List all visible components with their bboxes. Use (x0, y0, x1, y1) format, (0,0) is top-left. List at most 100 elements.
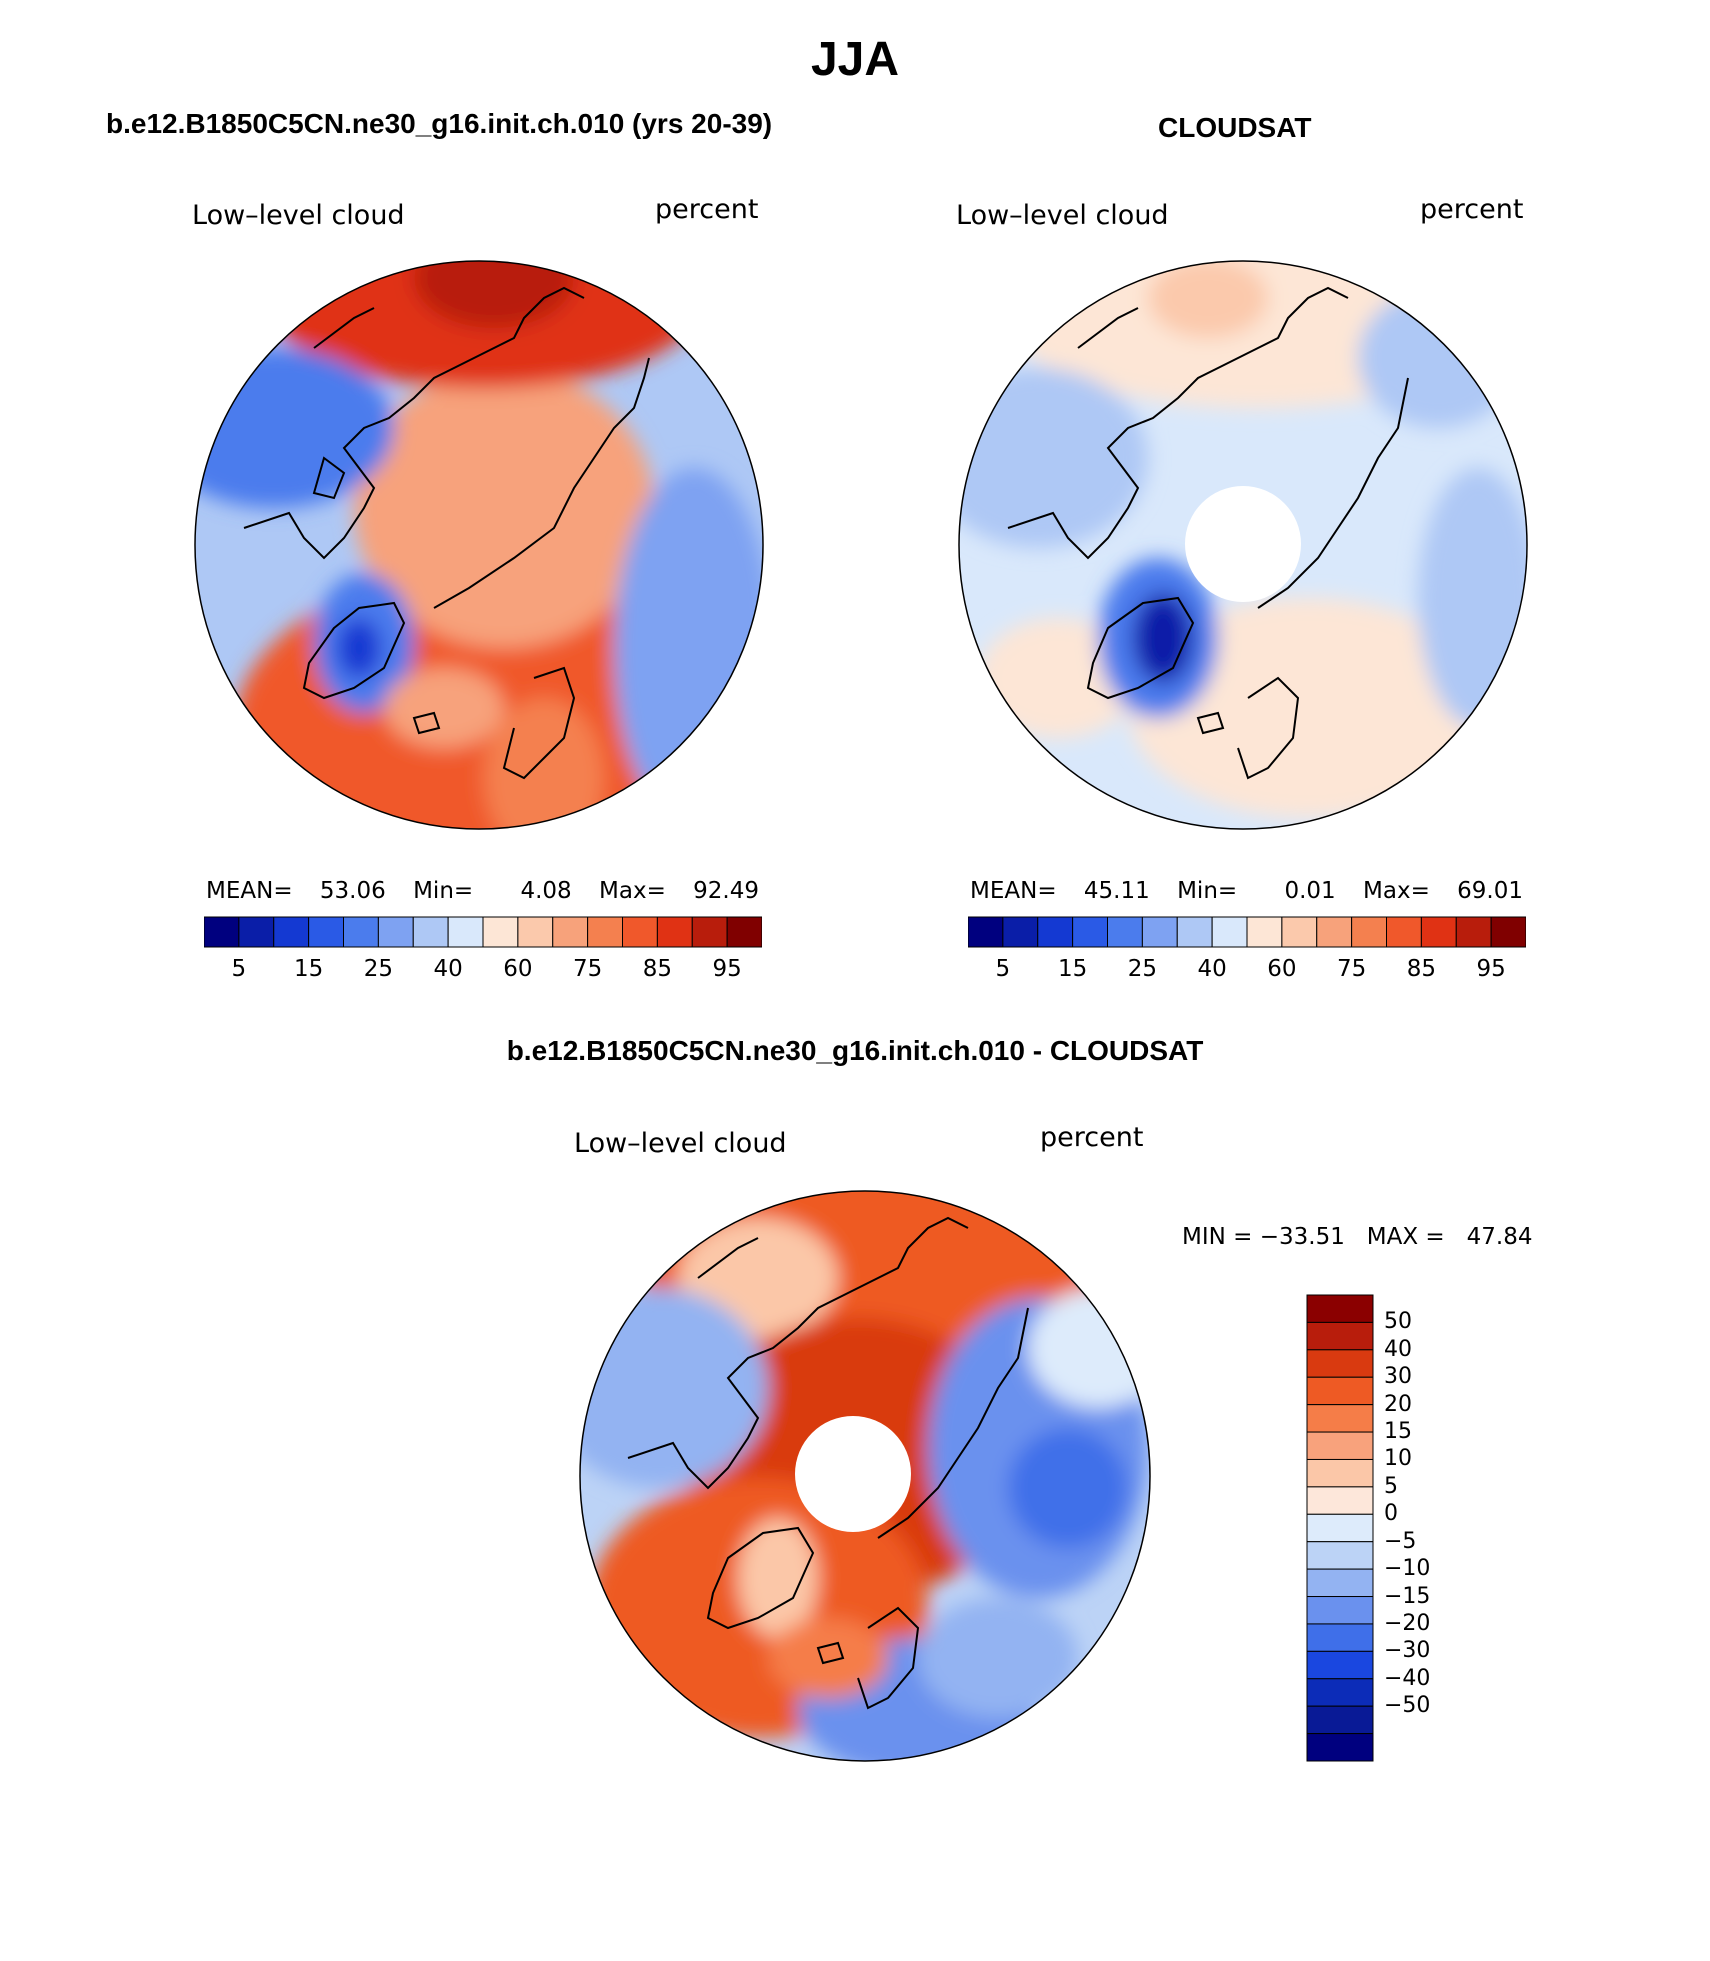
colorbar-swatch (1306, 1376, 1374, 1406)
colorbar-swatch (273, 916, 310, 948)
colorbar-tick-label: 25 (1127, 956, 1158, 982)
panel-cloudsat-colorbar (968, 916, 1526, 948)
colorbar-swatch (1037, 916, 1074, 948)
colorbar-tick-label: 20 (1384, 1391, 1412, 1417)
colorbar-tick-label: 40 (1197, 956, 1227, 982)
colorbar-swatch (343, 916, 379, 948)
panel-cloudsat-colorbar-ticks: 5 15 25 40 60 75 85 95 (968, 956, 1526, 986)
colorbar-swatch (1176, 916, 1213, 948)
colorbar-tick-label: 15 (1384, 1419, 1412, 1445)
colorbar-swatch (552, 916, 589, 948)
panel-cloudsat-title: CLOUDSAT (1158, 112, 1312, 143)
colorbar-tick-label: −40 (1384, 1665, 1431, 1691)
coastline (243, 286, 585, 560)
colorbar-swatch (412, 916, 449, 948)
colorbar-tick-label: 15 (1057, 956, 1088, 982)
colorbar-tick-label: 85 (1406, 956, 1437, 982)
colorbar-tick-label: 5 (1384, 1473, 1398, 1499)
colorbar-swatch (1420, 916, 1457, 948)
coastline (627, 1216, 969, 1490)
colorbar-swatch (1306, 1623, 1374, 1652)
colorbar-swatch (1306, 1404, 1374, 1433)
colorbar-tick-label: −50 (1384, 1693, 1431, 1719)
colorbar-tick-label: 5 (231, 956, 247, 982)
colorbar-swatch (1351, 916, 1388, 948)
colorbar-swatch (1141, 916, 1178, 948)
colorbar-swatch (1306, 1678, 1374, 1707)
cloudsat-polar-gap (1185, 486, 1301, 602)
panel-cloudsat-map (958, 258, 1528, 836)
panel-diff-left-label: Low–level cloud (574, 1128, 787, 1159)
colorbar-swatch (1306, 1513, 1374, 1543)
colorbar-tick-label: 75 (1336, 956, 1367, 982)
colorbar-swatch (1306, 1458, 1374, 1488)
colorbar-swatch (1306, 1596, 1374, 1625)
colorbar-swatch (656, 916, 693, 948)
colorbar-swatch (587, 916, 624, 948)
page-title: JJA (810, 33, 900, 86)
panel-diff-map (578, 1188, 1152, 1766)
colorbar-tick-label: 30 (1384, 1364, 1412, 1390)
panel-cloudsat-right-label: percent (1420, 194, 1524, 225)
panel-model-colorbar (204, 916, 762, 948)
colorbar-tick-label: 60 (1267, 956, 1297, 982)
colorbar-swatch (238, 916, 275, 948)
min-value: 0.01 (1284, 878, 1336, 904)
min-label: Min= (413, 878, 474, 904)
colorbar-tick-label: 40 (1384, 1336, 1412, 1362)
colorbar-tick-label: 40 (433, 956, 463, 982)
colorbar-swatch (1246, 916, 1283, 948)
colorbar-swatch (691, 916, 728, 948)
colorbar-swatch (1072, 916, 1109, 948)
colorbar-swatch (1002, 916, 1039, 948)
colorbar-swatch (968, 916, 1004, 948)
colorbar-tick-label: −5 (1384, 1528, 1417, 1554)
colorbar-tick-label: 25 (363, 956, 394, 982)
max-label: Max= (599, 878, 666, 904)
colorbar-tick-label: 95 (1476, 956, 1506, 982)
panel-diff-right-label: percent (1040, 1122, 1144, 1153)
panel-diff-stats: MIN = −33.51 MAX = 47.84 (1182, 1224, 1533, 1250)
colorbar-swatch (1306, 1541, 1374, 1570)
panel-diff-colorbar-ticks: 50 40 30 20 15 10 5 0 −5 −10 −15 −20 −30 −40 −50 (1384, 1294, 1464, 1762)
colorbar-swatch (1281, 916, 1318, 948)
colorbar-tick-label: 5 (995, 956, 1011, 982)
colorbar-swatch (308, 916, 345, 948)
colorbar-tick-label: 75 (572, 956, 603, 982)
colorbar-swatch (1455, 916, 1492, 948)
panel-model-colorbar-ticks: 5 15 25 40 60 75 85 95 (204, 956, 762, 986)
panel-cloudsat-left-label: Low–level cloud (956, 200, 1169, 231)
colorbar-tick-label: −20 (1384, 1610, 1431, 1636)
colorbar-swatch (1306, 1294, 1374, 1323)
panel-model-right-label: percent (655, 194, 759, 225)
colorbar-swatch (1316, 916, 1353, 948)
max-value: 92.49 (693, 878, 760, 904)
colorbar-tick-label: 10 (1384, 1446, 1412, 1472)
colorbar-swatch (447, 916, 484, 948)
colorbar-tick-label: 15 (293, 956, 324, 982)
colorbar-tick-label: 85 (642, 956, 673, 982)
mean-value: 53.06 (319, 878, 386, 904)
colorbar-tick-label: −10 (1384, 1556, 1431, 1582)
colorbar-tick-label: 50 (1384, 1309, 1412, 1335)
colorbar-swatch (377, 916, 414, 948)
max-label: Max= (1363, 878, 1430, 904)
mean-value: 45.11 (1083, 878, 1150, 904)
colorbar-swatch (517, 916, 554, 948)
min-label: Min= (1177, 878, 1238, 904)
colorbar-tick-label: −15 (1384, 1583, 1431, 1609)
colorbar-tick-label: 0 (1384, 1501, 1398, 1527)
colorbar-tick-label: 95 (712, 956, 742, 982)
colorbar-swatch (1306, 1650, 1374, 1680)
colorbar-swatch (1306, 1349, 1374, 1378)
colorbar-swatch (1211, 916, 1248, 948)
panel-diff-title: b.e12.B1850C5CN.ne30_g16.init.ch.010 - C… (506, 1035, 1204, 1066)
panel-model-title: b.e12.B1850C5CN.ne30_g16.init.ch.010 (yr… (106, 108, 773, 139)
colorbar-swatch (1306, 1705, 1374, 1735)
colorbar-swatch (1386, 916, 1422, 948)
colorbar-swatch (1306, 1431, 1374, 1460)
panel-model-stats: MEAN= 53.06 Min= 4.08 Max= 92.49 (206, 878, 759, 904)
colorbar-swatch (1107, 916, 1143, 948)
colorbar-swatch (1490, 916, 1526, 948)
coastline (1007, 286, 1349, 560)
